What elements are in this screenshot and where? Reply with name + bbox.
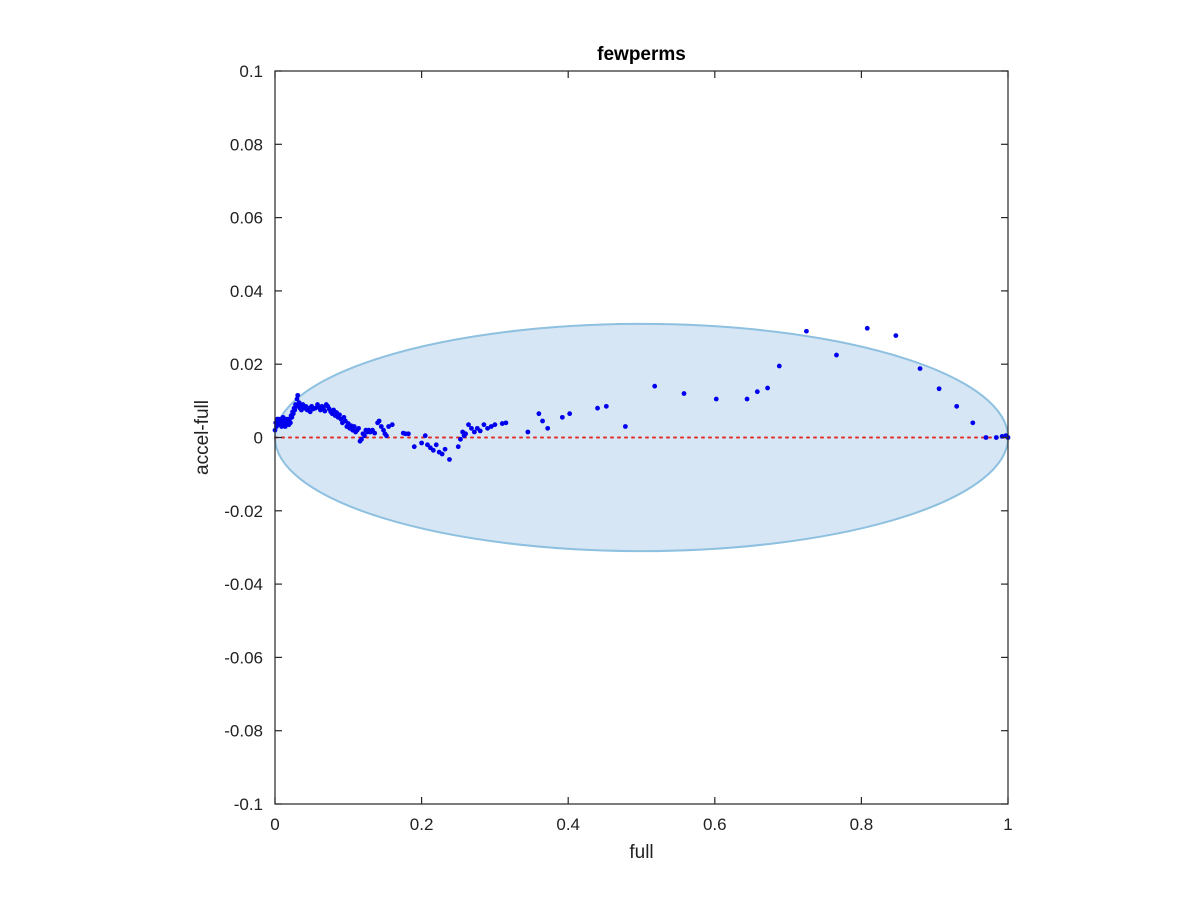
data-point xyxy=(525,429,531,435)
data-point xyxy=(292,407,298,413)
data-point xyxy=(713,396,719,402)
data-point xyxy=(359,436,364,442)
data-point xyxy=(834,352,839,358)
data-point xyxy=(422,433,428,439)
data-point xyxy=(492,422,498,428)
data-point xyxy=(381,427,386,433)
data-point xyxy=(481,422,487,428)
data-point xyxy=(488,424,494,429)
y-axis-ticks: -0.1 -0.08 -0.06 -0.04 -0.02 0 0.02 0.04 0.06 0.0… xyxy=(224,62,1008,814)
data-point xyxy=(442,446,448,452)
data-point xyxy=(776,363,782,369)
data-point xyxy=(652,383,658,389)
x-tick-label: 0.6 xyxy=(703,815,727,834)
data-point xyxy=(970,420,976,426)
x-tick-label: 0.8 xyxy=(850,815,874,834)
data-point xyxy=(322,408,328,414)
data-point xyxy=(425,442,430,448)
data-point xyxy=(499,421,505,426)
data-point xyxy=(471,429,477,435)
data-point xyxy=(282,424,288,429)
data-point xyxy=(864,325,870,331)
y-tick-label: 0 xyxy=(254,429,263,448)
data-point xyxy=(469,425,474,431)
data-point xyxy=(447,457,452,462)
data-point xyxy=(463,431,468,437)
data-point xyxy=(294,396,300,402)
y-tick-label: -0.1 xyxy=(234,795,263,814)
y-tick-label: 0.02 xyxy=(230,355,263,374)
data-point xyxy=(341,414,347,420)
y-tick-label: 0.08 xyxy=(230,135,263,154)
data-point xyxy=(455,444,461,450)
data-point xyxy=(936,386,942,392)
data-point xyxy=(307,409,313,415)
data-point xyxy=(411,444,417,450)
data-point xyxy=(433,442,439,448)
y-tick-label: -0.02 xyxy=(224,502,263,521)
y-axis-label: accel-full xyxy=(192,400,213,475)
data-point xyxy=(362,433,367,439)
data-point xyxy=(765,385,770,391)
data-point xyxy=(289,414,295,420)
data-point xyxy=(287,420,293,426)
data-point xyxy=(376,418,382,424)
data-point xyxy=(290,411,296,417)
x-tick-label: 0.2 xyxy=(410,815,434,834)
x-axis-ticks: 0 0.2 0.4 0.6 0.8 1 xyxy=(270,71,1013,834)
y-tick-label: -0.08 xyxy=(224,722,263,741)
y-tick-label: 0.1 xyxy=(239,62,263,81)
y-tick-label: -0.04 xyxy=(224,575,263,594)
data-point xyxy=(993,435,999,440)
data-point xyxy=(356,425,361,431)
chart-title: fewperms xyxy=(597,44,686,65)
data-point xyxy=(337,412,342,418)
data-point xyxy=(386,424,392,429)
data-point xyxy=(545,425,551,431)
data-point xyxy=(595,405,600,411)
data-point xyxy=(754,389,760,395)
data-point xyxy=(477,428,483,434)
data-point xyxy=(622,424,628,429)
data-point xyxy=(372,430,378,436)
data-point xyxy=(917,366,923,371)
data-point xyxy=(485,425,490,431)
data-point xyxy=(378,424,384,429)
y-tick-label: -0.06 xyxy=(224,648,263,667)
data-point xyxy=(439,451,445,457)
data-point xyxy=(351,424,357,429)
data-point xyxy=(603,403,609,409)
data-point xyxy=(296,400,302,406)
data-point xyxy=(954,403,960,409)
data-point xyxy=(536,411,542,417)
data-point xyxy=(540,418,545,424)
data-point xyxy=(295,392,301,398)
y-tick-label: 0.06 xyxy=(230,209,263,228)
data-point xyxy=(893,333,899,339)
data-point xyxy=(384,433,389,439)
data-point xyxy=(406,431,411,437)
x-tick-label: 1 xyxy=(1003,815,1012,834)
data-point xyxy=(503,420,509,426)
x-tick-label: 0.4 xyxy=(556,815,580,834)
data-point xyxy=(804,328,809,334)
y-tick-label: 0.04 xyxy=(230,282,263,301)
data-point xyxy=(567,411,573,417)
data-point xyxy=(312,405,318,411)
x-tick-label: 0 xyxy=(270,815,279,834)
data-point xyxy=(466,422,471,428)
data-point xyxy=(559,414,565,420)
data-point xyxy=(744,396,750,402)
data-point xyxy=(419,440,424,446)
data-point xyxy=(983,435,989,440)
data-point xyxy=(458,436,463,442)
x-axis-label: full xyxy=(629,842,653,863)
data-point xyxy=(389,422,395,428)
data-point xyxy=(681,391,687,396)
data-point xyxy=(430,447,436,453)
data-point xyxy=(279,424,284,429)
